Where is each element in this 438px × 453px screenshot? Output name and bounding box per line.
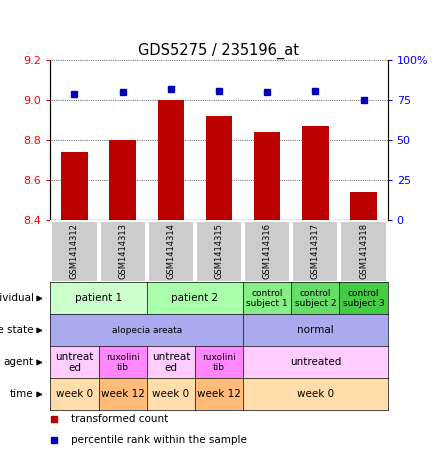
Text: disease state: disease state [0, 325, 34, 336]
Text: untreat
ed: untreat ed [55, 352, 94, 373]
Bar [302, 126, 328, 221]
Text: transformed count: transformed count [71, 414, 168, 424]
Text: normal: normal [297, 325, 334, 336]
Text: patient 1: patient 1 [75, 294, 122, 304]
Bar [350, 193, 377, 221]
Text: agent: agent [4, 357, 34, 367]
Bar [206, 116, 232, 221]
Text: alopecia areata: alopecia areata [112, 326, 182, 335]
Text: percentile rank within the sample: percentile rank within the sample [71, 435, 247, 445]
Text: week 0: week 0 [297, 390, 334, 400]
Text: patient 2: patient 2 [171, 294, 219, 304]
Text: individual: individual [0, 294, 34, 304]
Text: GSM1414318: GSM1414318 [359, 223, 368, 280]
Text: GSM1414312: GSM1414312 [70, 223, 79, 280]
Text: time: time [10, 390, 34, 400]
Text: GSM1414315: GSM1414315 [215, 223, 223, 280]
Bar [254, 132, 280, 221]
Text: untreat
ed: untreat ed [152, 352, 190, 373]
Bar [110, 140, 136, 221]
Text: week 12: week 12 [101, 390, 145, 400]
Text: week 12: week 12 [197, 390, 241, 400]
Text: control
subject 2: control subject 2 [295, 289, 336, 308]
Text: control
subject 1: control subject 1 [246, 289, 288, 308]
Text: week 0: week 0 [152, 390, 189, 400]
Text: ruxolini
tib: ruxolini tib [106, 353, 140, 372]
Text: GSM1414313: GSM1414313 [118, 223, 127, 280]
Text: untreated: untreated [290, 357, 341, 367]
Text: GSM1414314: GSM1414314 [166, 223, 175, 280]
Text: GSM1414317: GSM1414317 [311, 223, 320, 280]
Text: control
subject 3: control subject 3 [343, 289, 385, 308]
Bar [158, 101, 184, 221]
Bar [61, 153, 88, 221]
Text: GSM1414316: GSM1414316 [263, 223, 272, 280]
Text: week 0: week 0 [56, 390, 93, 400]
Title: GDS5275 / 235196_at: GDS5275 / 235196_at [138, 43, 300, 59]
Text: ruxolini
tib: ruxolini tib [202, 353, 236, 372]
